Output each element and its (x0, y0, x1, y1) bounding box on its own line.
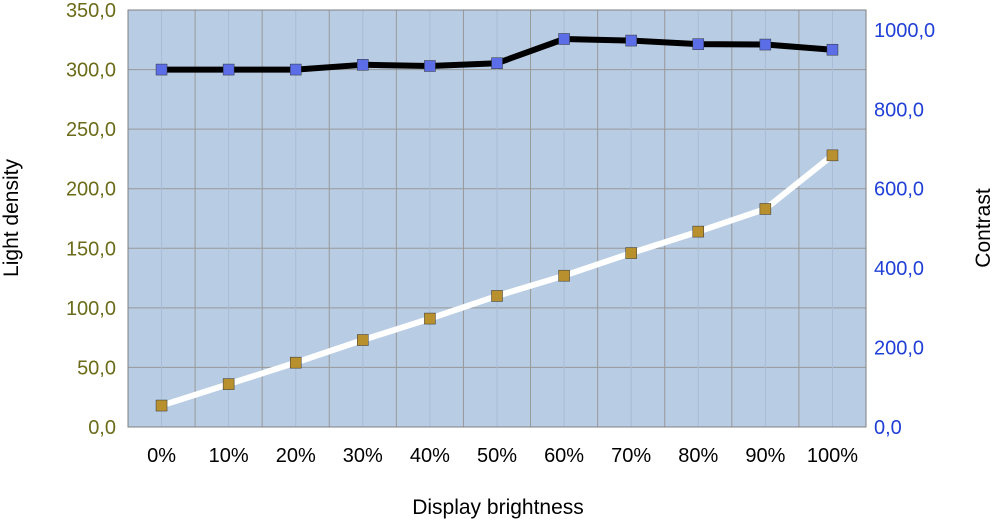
left-tick-label: 150,0 (66, 238, 116, 260)
series-point-1 (155, 399, 168, 412)
series-point-1 (222, 378, 235, 390)
series-layer (155, 33, 839, 412)
y-right-axis-title: Contrast (972, 188, 995, 268)
series-point-0 (289, 63, 302, 76)
series-point-1 (357, 334, 369, 346)
series-point-0 (155, 63, 168, 76)
series-point-0 (625, 34, 637, 47)
series-point-0 (692, 38, 705, 50)
right-tick-label: 200,0 (874, 338, 924, 360)
series-point-0 (826, 43, 839, 56)
series-point-1 (289, 356, 302, 369)
series-point-1 (826, 149, 839, 162)
series-point-0 (357, 59, 369, 71)
series-point-1 (692, 225, 705, 238)
x-tick-label: 100% (807, 445, 858, 467)
right-axis-ticks: 0,0 200,0 400,0 600,0 800,0 1000,0 (874, 20, 935, 439)
x-axis-ticks: 0% 10% 20% 30% 40% 50% 60% 70% 80% 90% 100% (147, 445, 858, 467)
left-tick-label: 300,0 (66, 60, 116, 82)
right-tick-label: 0,0 (874, 417, 902, 439)
left-tick-label: 200,0 (66, 179, 116, 201)
x-tick-label: 70% (611, 445, 651, 467)
right-tick-label: 1000,0 (874, 20, 935, 42)
x-tick-label: 10% (209, 445, 249, 467)
series-point-1 (491, 290, 503, 302)
right-tick-label: 400,0 (874, 258, 924, 280)
left-tick-label: 100,0 (66, 298, 116, 320)
series-point-0 (759, 38, 772, 51)
series-point-0 (424, 60, 436, 72)
left-axis-ticks: 0,0 50,0 100,0 150,0 200,0 250,0 300,0 350,0 (66, 0, 116, 439)
x-tick-label: 20% (276, 445, 316, 467)
y-left-axis-title: Light density (0, 159, 23, 277)
left-tick-label: 0,0 (88, 417, 116, 439)
right-tick-label: 600,0 (874, 179, 924, 201)
x-tick-label: 60% (544, 445, 584, 467)
series-point-1 (625, 247, 637, 259)
grid-lines (127, 9, 867, 428)
x-tick-label: 80% (678, 445, 718, 467)
series-point-0 (558, 33, 570, 45)
series-point-1 (424, 312, 436, 325)
series-point-1 (558, 269, 570, 282)
series-point-0 (491, 57, 503, 69)
series-point-1 (759, 203, 772, 215)
x-axis-title: Display brightness (412, 496, 584, 519)
right-tick-label: 800,0 (874, 99, 924, 121)
x-tick-label: 40% (410, 445, 450, 467)
plot-border (127, 9, 867, 428)
x-tick-label: 30% (343, 445, 383, 467)
x-tick-label: 90% (745, 445, 785, 467)
left-tick-label: 250,0 (66, 119, 116, 141)
series-point-0 (222, 63, 235, 76)
x-tick-label: 0% (147, 445, 176, 467)
x-tick-label: 50% (477, 445, 517, 467)
left-tick-label: 50,0 (77, 357, 116, 379)
left-tick-label: 350,0 (66, 0, 116, 22)
